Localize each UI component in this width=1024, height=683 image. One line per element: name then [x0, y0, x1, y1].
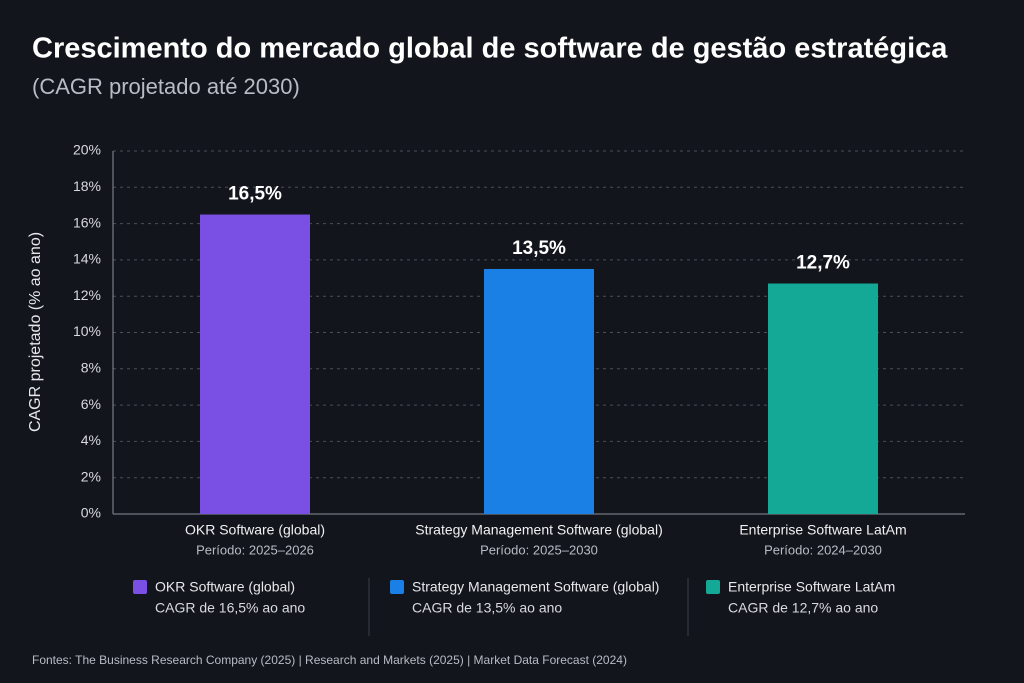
legend-swatch	[133, 580, 147, 594]
y-axis-label: CAGR projetado (% ao ano)	[27, 232, 44, 432]
x-tick-label: Enterprise Software LatAm	[739, 522, 906, 538]
bar	[484, 268, 594, 514]
legend-label: OKR Software (global)	[155, 579, 295, 595]
value-label: 16,5%	[228, 184, 282, 205]
y-tick-label: 20%	[73, 142, 101, 158]
chart-subtitle: (CAGR projetado até 2030)	[32, 74, 300, 99]
y-tick-label: 8%	[81, 360, 101, 376]
value-label: 13,5%	[512, 238, 566, 259]
y-tick-label: 14%	[73, 251, 101, 267]
x-tick-label: Strategy Management Software (global)	[415, 522, 662, 538]
value-label: 12,7%	[796, 253, 850, 274]
legend-note: CAGR de 16,5% ao ano	[155, 600, 305, 616]
legend-note: CAGR de 13,5% ao ano	[412, 600, 562, 616]
period-label: Período: 2025–2026	[196, 542, 314, 557]
period-label: Período: 2024–2030	[764, 542, 882, 557]
chart-title: Crescimento do mercado global de softwar…	[32, 33, 948, 65]
y-tick-label: 16%	[73, 214, 101, 230]
legend-label: Enterprise Software LatAm	[728, 579, 895, 595]
y-tick-label: 2%	[81, 468, 101, 484]
y-tick-label: 12%	[73, 287, 101, 303]
y-tick-label: 4%	[81, 432, 101, 448]
legend-swatch	[706, 580, 720, 594]
y-tick-label: 10%	[73, 323, 101, 339]
y-tick-label: 0%	[81, 505, 101, 521]
y-tick-label: 18%	[73, 178, 101, 194]
legend-label: Strategy Management Software (global)	[412, 579, 659, 595]
period-label: Período: 2025–2030	[480, 542, 598, 557]
legend-note: CAGR de 12,7% ao ano	[728, 600, 878, 616]
bar	[768, 283, 878, 514]
x-tick-label: OKR Software (global)	[185, 522, 325, 538]
y-tick-label: 6%	[81, 396, 101, 412]
source-note: Fontes: The Business Research Company (2…	[32, 653, 627, 667]
bar	[200, 214, 310, 514]
legend-swatch	[390, 580, 404, 594]
